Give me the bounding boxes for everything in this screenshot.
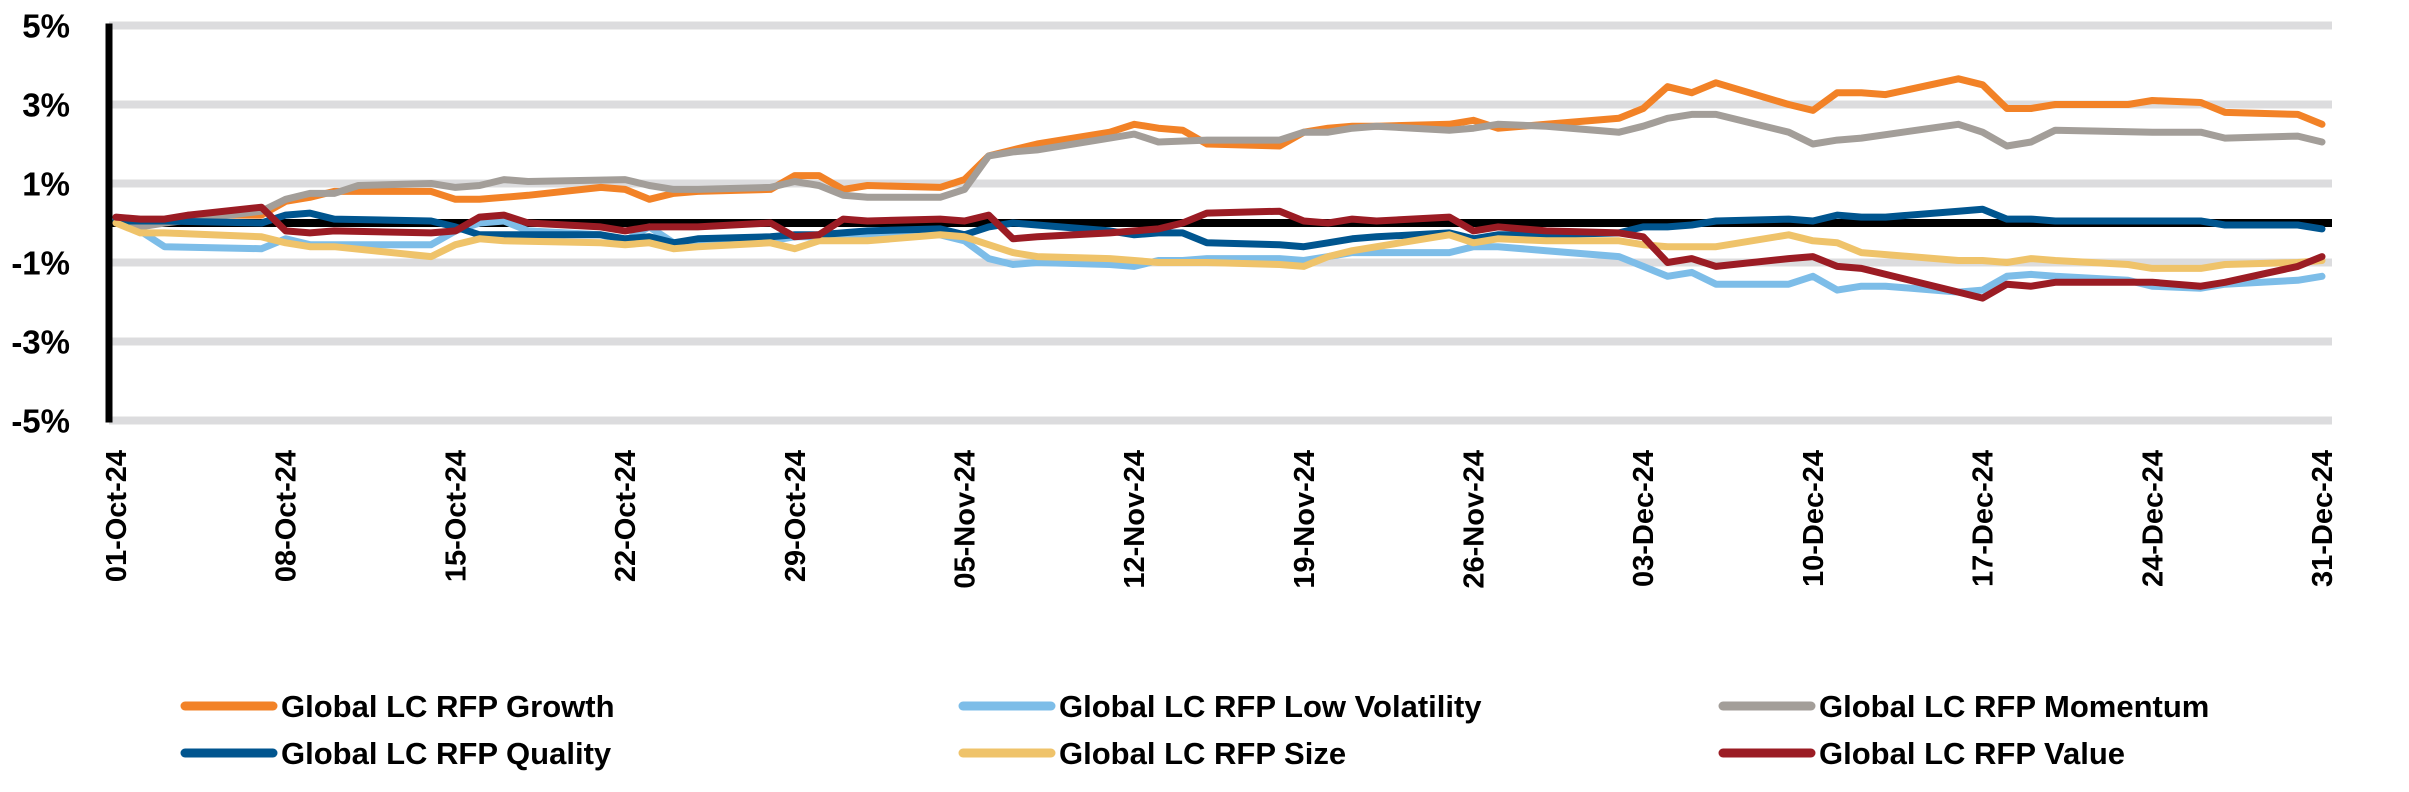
x-tick-label: 19-Nov-24: [1289, 450, 1321, 589]
legend: Global LC RFP Growth Global LC RFP Low Vo…: [180, 689, 2209, 771]
legend-item: Global LC RFP Low Volatility: [958, 689, 1482, 724]
legend-item: Global LC RFP Growth: [180, 689, 615, 724]
x-tick-label: 22-Oct-24: [610, 450, 642, 582]
series-lines: [112, 75, 2326, 302]
y-axis: 5% 3% 1% -1% -3% -5%: [11, 8, 113, 440]
series-line-global-lc-rfp-value: [112, 203, 2326, 302]
x-tick-label: 31-Dec-24: [2307, 450, 2339, 587]
x-tick-label: 01-Oct-24: [101, 450, 133, 582]
legend-label: Global LC RFP Value: [1819, 736, 2125, 771]
legend-item: Global LC RFP Size: [958, 736, 1346, 771]
legend-item: Global LC RFP Value: [1718, 736, 2125, 771]
legend-label: Global LC RFP Quality: [281, 736, 612, 771]
x-tick-label: 10-Dec-24: [1798, 450, 1830, 587]
x-tick-label: 08-Oct-24: [271, 450, 303, 582]
x-tick-label: 29-Oct-24: [780, 450, 812, 582]
y-tick-label: 3%: [22, 87, 70, 124]
legend-label: Global LC RFP Growth: [281, 689, 615, 724]
series-line-global-lc-rfp-growth: [112, 75, 2326, 225]
legend-item: Global LC RFP Quality: [180, 736, 612, 771]
y-tick-label: 5%: [22, 8, 70, 45]
x-tick-label: 12-Nov-24: [1119, 450, 1151, 589]
x-tick-label: 17-Dec-24: [1968, 450, 2000, 587]
x-tick-label: 24-Dec-24: [2137, 450, 2169, 587]
x-tick-label: 15-Oct-24: [440, 450, 472, 582]
x-tick-label: 03-Dec-24: [1628, 450, 1660, 587]
legend-item: Global LC RFP Momentum: [1718, 689, 2209, 724]
series-line-global-lc-rfp-size: [112, 219, 2326, 272]
y-tick-label: -5%: [11, 403, 70, 440]
legend-label: Global LC RFP Momentum: [1819, 689, 2209, 724]
x-axis: 01-Oct-24 08-Oct-24 15-Oct-24 22-Oct-24 29-O…: [101, 450, 2339, 589]
y-tick-label: 1%: [22, 166, 70, 203]
series-line-global-lc-rfp-momentum: [112, 110, 2326, 231]
y-tick-label: -3%: [11, 324, 70, 361]
x-tick-label: 05-Nov-24: [949, 450, 981, 589]
legend-label: Global LC RFP Low Volatility: [1059, 689, 1482, 724]
y-tick-label: -1%: [11, 245, 70, 282]
legend-label: Global LC RFP Size: [1059, 736, 1346, 771]
x-tick-label: 26-Nov-24: [1459, 450, 1491, 589]
series-line-global-lc-rfp-quality: [112, 205, 2326, 251]
